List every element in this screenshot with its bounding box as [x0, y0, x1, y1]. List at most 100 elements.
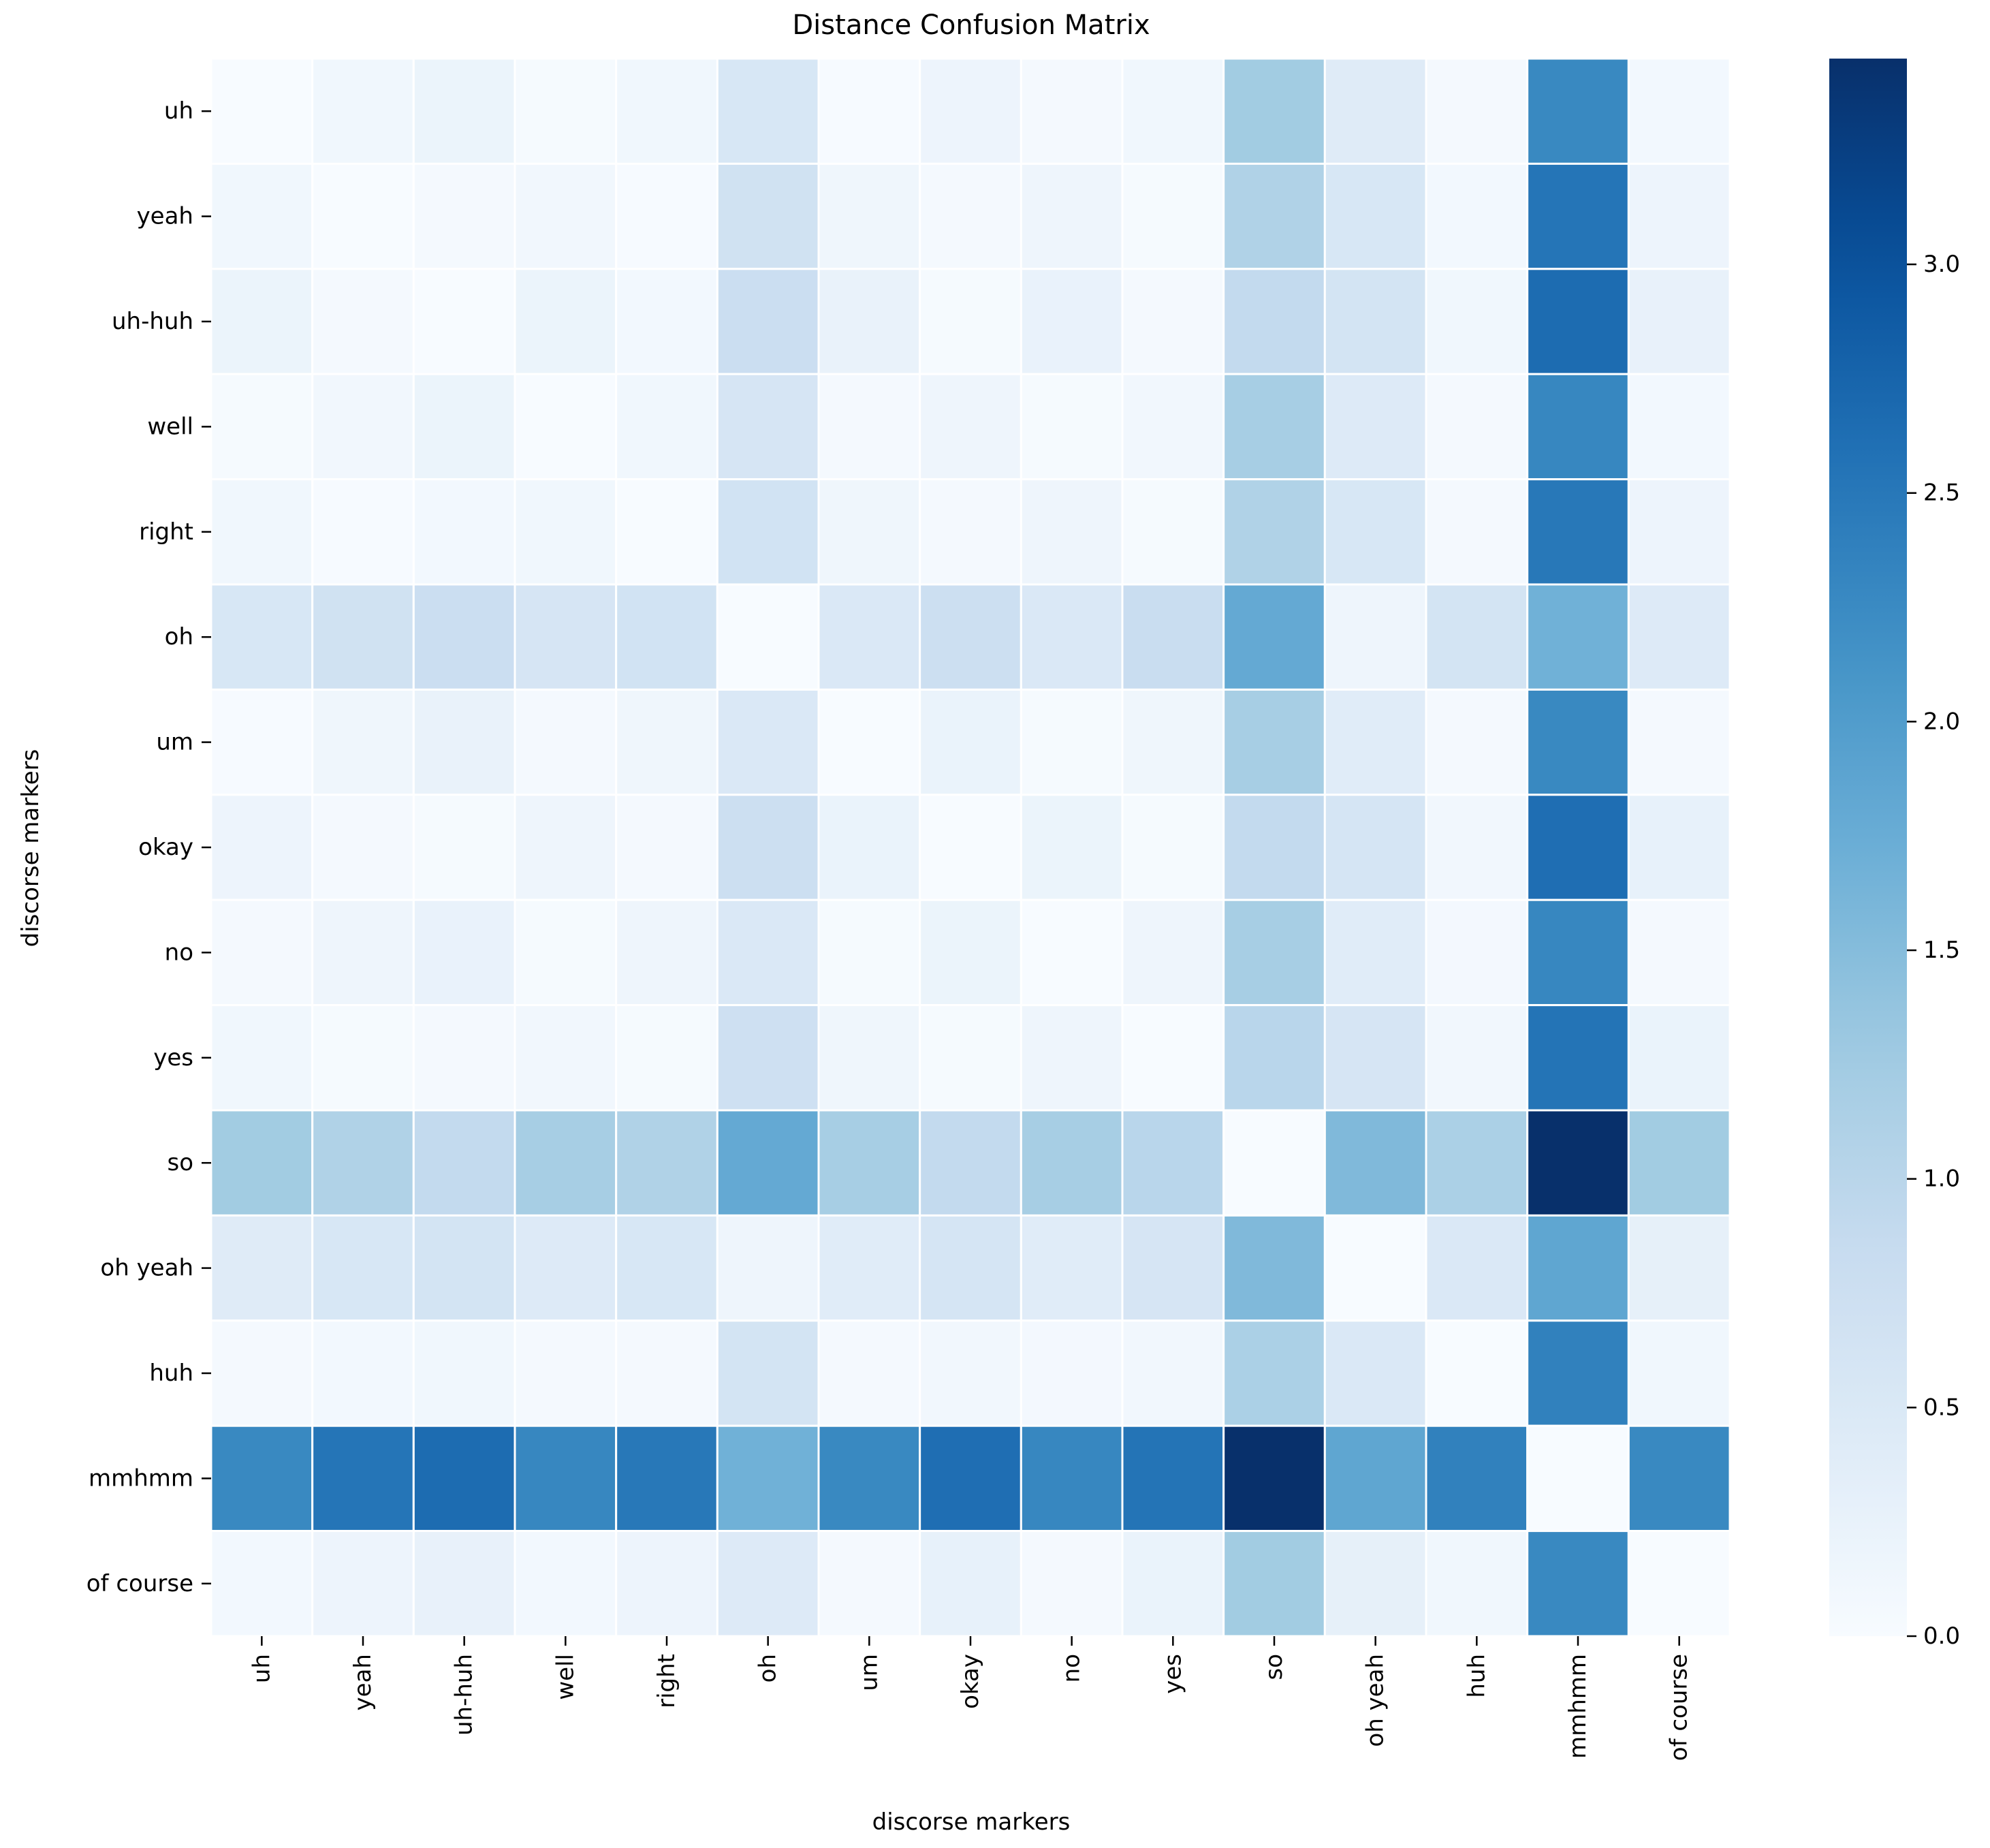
- heatmap-cell: [210, 478, 314, 586]
- heatmap-cell: [817, 688, 921, 796]
- heatmap-cell: [1526, 57, 1630, 165]
- heatmap-cell: [1323, 478, 1427, 586]
- heatmap-cell: [311, 57, 415, 165]
- heatmap-cell: [210, 1530, 314, 1638]
- x-tick-label: of course: [1666, 1654, 1693, 1761]
- heatmap-cell: [1020, 373, 1124, 481]
- heatmap-cell: [1627, 898, 1731, 1007]
- y-tick-label: oh yeah: [100, 1255, 193, 1282]
- heatmap-cell: [1121, 1319, 1225, 1427]
- heatmap-cell: [919, 688, 1022, 796]
- colorbar-tick-label: 2.0: [1923, 708, 1960, 735]
- heatmap-cell: [1323, 688, 1427, 796]
- heatmap-cell: [1627, 478, 1731, 586]
- y-tick-label: well: [147, 413, 193, 440]
- heatmap-cell: [210, 373, 314, 481]
- heatmap-cell: [1425, 1214, 1529, 1322]
- heatmap-cell: [514, 1214, 618, 1322]
- heatmap-cells: [210, 57, 1731, 1638]
- heatmap-cell: [1425, 478, 1529, 586]
- y-tick-label: yes: [153, 1044, 193, 1071]
- heatmap-cell: [1020, 1004, 1124, 1112]
- heatmap-cell: [919, 583, 1022, 691]
- heatmap-cell: [1425, 1004, 1529, 1112]
- x-tick-label: so: [1261, 1654, 1288, 1680]
- heatmap-cell: [1222, 373, 1326, 481]
- heatmap-cell: [412, 57, 516, 165]
- heatmap-cell: [1425, 898, 1529, 1007]
- heatmap-cell: [817, 373, 921, 481]
- heatmap-cell: [1425, 1424, 1529, 1533]
- heatmap-cell: [1526, 162, 1630, 270]
- heatmap-cell: [514, 1004, 618, 1112]
- heatmap-cell: [919, 794, 1022, 901]
- heatmap-cell: [1121, 162, 1225, 270]
- heatmap-cell: [817, 1530, 921, 1638]
- y-tick-label: uh-huh: [112, 308, 193, 335]
- heatmap-cell: [1323, 1424, 1427, 1533]
- heatmap-cell: [1121, 688, 1225, 796]
- heatmap-cell: [817, 162, 921, 270]
- heatmap-cell: [311, 688, 415, 796]
- heatmap-cell: [615, 478, 718, 586]
- heatmap-cell: [1627, 1214, 1731, 1322]
- heatmap-cell: [817, 268, 921, 375]
- x-tick-label: huh: [1463, 1654, 1490, 1698]
- heatmap-cell: [817, 1424, 921, 1533]
- heatmap-cell: [1627, 1109, 1731, 1217]
- heatmap-cell: [412, 583, 516, 691]
- heatmap-cell: [1020, 688, 1124, 796]
- heatmap-cell: [1121, 1424, 1225, 1533]
- heatmap-cell: [210, 583, 314, 691]
- heatmap-cell: [514, 478, 618, 586]
- x-tick-label: um: [855, 1654, 883, 1691]
- heatmap-cell: [716, 898, 820, 1007]
- heatmap-cell: [1526, 268, 1630, 375]
- heatmap-cell: [1526, 478, 1630, 586]
- heatmap-cell: [1323, 1319, 1427, 1427]
- heatmap-cell: [1323, 1004, 1427, 1112]
- heatmap-cell: [311, 794, 415, 901]
- heatmap-cell: [412, 373, 516, 481]
- heatmap-cell: [1526, 1319, 1630, 1427]
- heatmap-cell: [919, 162, 1022, 270]
- heatmap-cell: [210, 57, 314, 165]
- x-tick-label: yeah: [349, 1654, 377, 1710]
- heatmap-cell: [210, 898, 314, 1007]
- heatmap-cell: [1526, 794, 1630, 901]
- heatmap-cell: [210, 688, 314, 796]
- colorbar: 0.0 0.5 1.0 1.5 2.0 2.5 3.0: [1829, 59, 1960, 1650]
- heatmap-cell: [412, 268, 516, 375]
- x-tick-label: well: [552, 1654, 579, 1700]
- heatmap-cell: [311, 898, 415, 1007]
- heatmap-cell: [514, 373, 618, 481]
- heatmap-cell: [919, 268, 1022, 375]
- heatmap-cell: [412, 1214, 516, 1322]
- heatmap-cell: [1425, 688, 1529, 796]
- heatmap-cell: [615, 162, 718, 270]
- y-axis-label: discorse markers: [17, 749, 44, 948]
- heatmap-cell: [412, 1424, 516, 1533]
- heatmap-cell: [817, 794, 921, 901]
- colorbar-tick-label: 0.5: [1923, 1394, 1960, 1421]
- heatmap-cell: [1222, 1424, 1326, 1533]
- colorbar-gradient: [1829, 59, 1907, 1636]
- heatmap-cell: [716, 1004, 820, 1112]
- heatmap-cell: [1020, 1319, 1124, 1427]
- heatmap-cell: [1222, 1530, 1326, 1638]
- heatmap-cell: [514, 1109, 618, 1217]
- heatmap-cell: [1526, 688, 1630, 796]
- colorbar-tick-label: 3.0: [1923, 251, 1960, 278]
- heatmap-cell: [1323, 1530, 1427, 1638]
- heatmap-cell: [716, 57, 820, 165]
- heatmap-cell: [716, 794, 820, 901]
- heatmap-cell: [412, 688, 516, 796]
- heatmap-cell: [412, 1004, 516, 1112]
- heatmap-cell: [412, 478, 516, 586]
- heatmap-cell: [412, 1109, 516, 1217]
- heatmap-cell: [615, 1424, 718, 1533]
- heatmap-cell: [1121, 1214, 1225, 1322]
- x-tick-labels: uh yeah uh-huh well right oh um okay no yes so oh y…: [248, 1636, 1693, 1761]
- heatmap-cell: [1627, 57, 1731, 165]
